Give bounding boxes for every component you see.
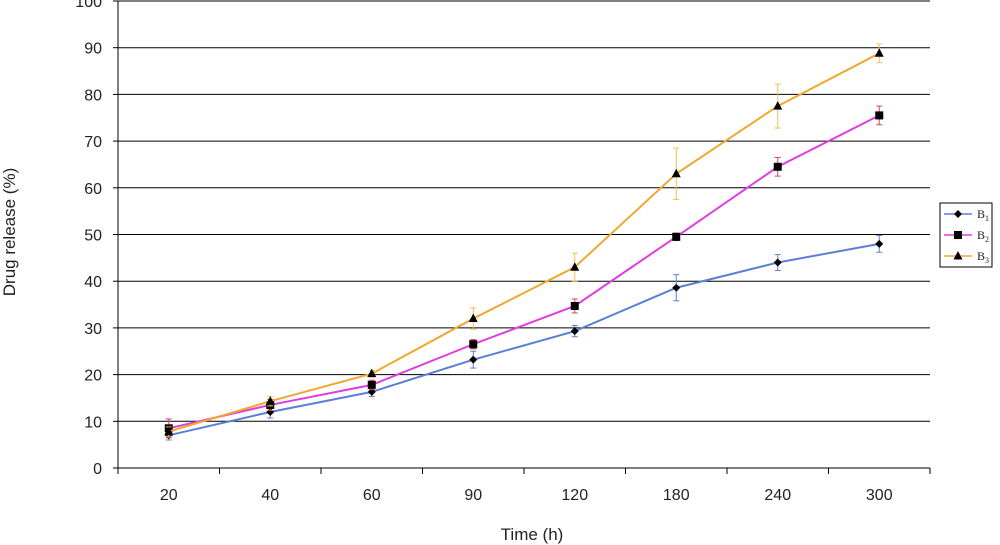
series-B1 [164,234,884,441]
series-layer [164,43,884,441]
y-tick-label: 70 [84,134,102,151]
series-line [168,52,880,433]
y-tick-label: 40 [84,274,102,291]
legend: B1 B2 B3 [939,202,993,268]
point-marker [874,48,884,57]
point-marker [953,251,963,260]
point-marker [773,258,782,267]
point-marker [875,239,884,248]
legend-label: B2 [977,228,989,244]
x-tick-label: 60 [363,487,381,504]
point-marker [367,368,377,378]
y-tick-label: 100 [75,0,102,11]
point-marker [570,327,579,336]
y-tick-label: 30 [84,321,102,338]
point-marker [672,283,681,292]
y-tick-label: 10 [84,414,102,431]
point-marker [875,111,884,120]
point-marker [367,380,376,389]
y-tick-label: 20 [84,368,102,385]
y-tick-label: 60 [84,181,102,198]
legend-entry-B2: B2 [944,228,989,244]
axes [113,0,931,474]
point-marker [266,407,275,416]
point-marker [672,232,681,241]
point-marker [570,262,580,271]
series-line [168,114,880,430]
tick-labels: 0 10 20 30 40 50 60 70 80 90 100 20 40 60 90 120 180 240 3… [75,0,892,504]
point-marker [469,355,478,364]
x-tick-label: 120 [561,487,588,504]
point-marker [570,301,579,310]
x-axis-title: Time (h) [501,525,564,544]
y-tick-label: 80 [84,87,102,104]
y-axis-title: Drug release (%) [0,168,19,297]
x-tick-label: 40 [261,487,279,504]
point-marker [954,231,962,239]
series-B2 [164,105,884,439]
x-tick-label: 180 [663,487,690,504]
x-tick-label: 90 [464,487,482,504]
y-tick-label: 90 [84,41,102,58]
point-marker [265,396,275,405]
x-tick-label: 240 [764,487,791,504]
point-marker [773,162,782,171]
grid-lines [118,0,930,422]
y-tick-label: 0 [93,461,102,478]
legend-entry-B3: B3 [944,249,989,265]
series-B3 [164,43,884,437]
point-marker [469,340,478,349]
legend-label: B3 [977,249,989,265]
legend-label: B1 [977,207,989,223]
x-tick-label: 300 [866,487,893,504]
point-marker [164,426,174,436]
point-marker [954,210,962,218]
point-marker [468,313,478,323]
legend-entry-B1: B1 [944,207,989,223]
point-marker [773,101,783,110]
series-line [168,242,880,437]
y-tick-label: 50 [84,228,102,245]
point-marker [671,168,681,178]
x-tick-label: 20 [160,487,178,504]
